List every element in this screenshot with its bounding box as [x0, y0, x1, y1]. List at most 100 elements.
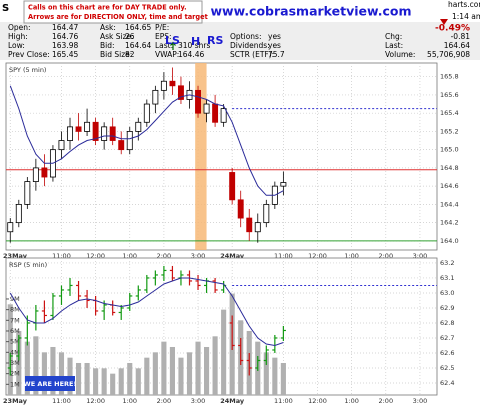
x-tick-label: 12:00	[86, 397, 105, 405]
field-value: 310 shrs	[178, 41, 210, 50]
pattern-label: LS	[165, 34, 180, 47]
candle-body	[58, 140, 65, 151]
x-tick-label: 1:00	[344, 252, 359, 260]
field-value: 164.47	[52, 23, 78, 32]
candle-body	[101, 126, 108, 141]
y-tick-label: 62.9	[440, 304, 454, 312]
candle-body	[160, 80, 167, 91]
x-tick-label: 3:00	[191, 252, 206, 260]
volume-bar	[75, 362, 82, 395]
field-label: Bid Size:	[100, 50, 132, 59]
field-label: Last:	[385, 41, 403, 50]
quote-panel	[0, 22, 480, 60]
volume-bar	[135, 368, 141, 395]
up-arrow	[170, 41, 176, 50]
candle-body	[109, 126, 116, 141]
candle-body	[24, 181, 31, 205]
x-tick-label: 11:00	[52, 397, 71, 405]
change-pct: -0.49%	[435, 24, 470, 34]
volume-bar	[84, 362, 90, 395]
callout-line: Arrows are for DIRECTION ONLY, time and …	[28, 13, 255, 21]
site: harts.com	[448, 0, 480, 9]
volume-bar	[16, 330, 22, 395]
volume-tick-label: 2M	[10, 370, 20, 378]
volume-bar	[152, 352, 158, 395]
candle-body	[212, 103, 219, 123]
y-tick-label: 165.8	[440, 73, 459, 81]
moving-average	[9, 277, 284, 347]
rsp-panel: 23May 11:00 12:00 1:00 2:00 3:00 24May 11:00 12:…	[3, 257, 454, 405]
time: 1:14 am	[452, 12, 480, 21]
field-label: P/E:	[155, 23, 169, 32]
volume-bar	[33, 336, 39, 395]
callout-box	[23, 0, 203, 24]
volume-bar	[41, 352, 47, 395]
x-tick-label: 23May	[3, 397, 28, 405]
candle-body	[67, 126, 73, 141]
y-tick-label: 164.2	[440, 219, 459, 227]
candle-body	[169, 80, 176, 87]
y-tick-label: 62.7	[440, 334, 454, 342]
volume-bar	[101, 368, 107, 395]
down-arrow	[440, 19, 448, 25]
candle-body	[15, 203, 22, 224]
panel-label: RSP (5 min)	[9, 261, 47, 269]
field-value: yes	[268, 41, 281, 50]
field-label: Last:	[155, 41, 173, 50]
candle-body	[237, 199, 244, 219]
highlight-band	[195, 63, 207, 250]
candle-body	[92, 121, 99, 141]
field-value: 55,706,908	[427, 50, 470, 59]
volume-bar	[127, 362, 133, 395]
x-tick-label: 1:00	[122, 397, 137, 405]
volume-bar	[272, 357, 278, 395]
x-tick-label: 12:00	[308, 252, 327, 260]
field-label: Dividends:	[230, 41, 270, 50]
volume-bar	[263, 352, 269, 395]
volume-bar	[204, 346, 210, 395]
candle-body	[263, 203, 270, 224]
y-tick-label: 164.4	[440, 200, 459, 208]
x-tick-label: 2:00	[378, 252, 393, 260]
field-value: 26	[125, 32, 135, 41]
candle-body	[195, 89, 201, 114]
y-tick-label: 62.5	[440, 364, 454, 372]
y-tick-label: 164.0	[440, 237, 459, 245]
volume-bar	[221, 309, 227, 395]
x-tick-label: 24May	[220, 252, 245, 260]
field-value: 165.45	[52, 50, 78, 59]
field-label: Prev Close:	[8, 50, 50, 59]
volume-tick-label: 4M	[10, 348, 20, 356]
volume-bar	[195, 341, 201, 395]
y-tick-label: 63.1	[440, 274, 454, 282]
volume-bar	[7, 304, 13, 395]
plot-area	[5, 62, 438, 251]
volume-bar	[186, 352, 193, 395]
candle-body	[118, 140, 125, 151]
volume-bar	[93, 368, 99, 395]
candle-body	[75, 126, 82, 132]
y-tick-label: 62.8	[440, 319, 454, 327]
y-tick-label: 63.2	[440, 259, 454, 267]
pattern-label: RS	[207, 34, 223, 47]
candle-body	[280, 182, 287, 187]
candle-body	[177, 85, 184, 100]
candle-body	[126, 131, 133, 151]
field-label: EPS:	[155, 32, 172, 41]
field-value: yes	[268, 32, 281, 41]
volume-tick-label: 6M	[10, 327, 20, 335]
y-tick-label: 62.4	[440, 379, 454, 387]
volume-bar	[161, 341, 167, 395]
y-tick-label: 164.6	[440, 182, 459, 190]
candle-body	[7, 222, 14, 233]
candle-body	[229, 172, 236, 201]
symbol: S	[2, 3, 9, 14]
field-label: SCTR (ETF):	[230, 50, 274, 59]
candle-body	[84, 121, 91, 132]
x-tick-label: 11:00	[52, 252, 71, 260]
spy-panel: 23May 11:00 12:00 1:00 2:00 3:00 24May 11:00 12:…	[3, 62, 459, 260]
volume-tick-label: 5M	[10, 338, 20, 346]
field-label: Options:	[230, 32, 261, 41]
field-value: 75.7	[268, 50, 285, 59]
